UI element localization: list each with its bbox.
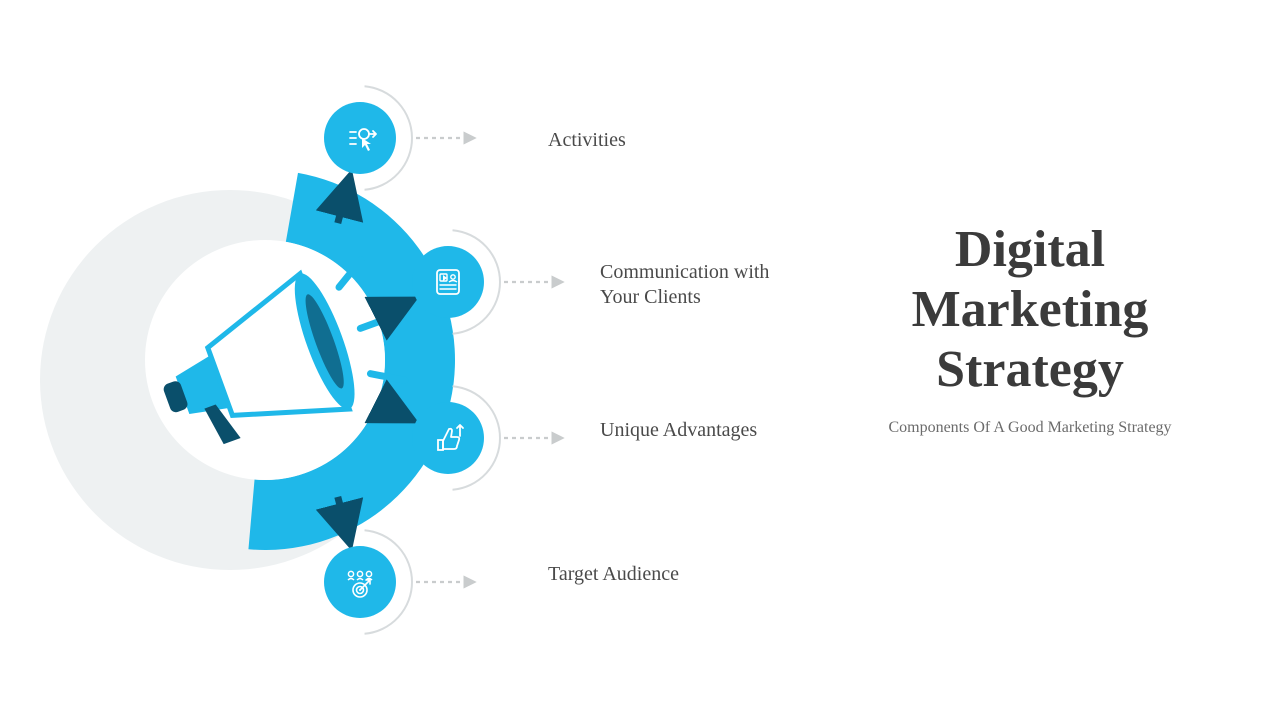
slide-subtitle: Components Of A Good Marketing Strategy bbox=[850, 417, 1210, 439]
label-activities: Activities bbox=[548, 128, 748, 153]
label-audience: Target Audience bbox=[548, 562, 748, 587]
node-communication bbox=[412, 246, 484, 318]
node-advantages bbox=[412, 402, 484, 474]
ring-arrow bbox=[409, 418, 411, 419]
label-advantages: Unique Advantages bbox=[600, 418, 800, 443]
title-block: Digital Marketing Strategy Components Of… bbox=[850, 220, 1210, 439]
slide-title: Digital Marketing Strategy bbox=[850, 220, 1210, 399]
ring-arrow bbox=[409, 301, 411, 302]
label-communication: Communication with Your Clients bbox=[600, 260, 800, 310]
slide-root: { "type": "infographic", "canvas": { "wi… bbox=[0, 0, 1280, 720]
node-audience bbox=[324, 546, 396, 618]
